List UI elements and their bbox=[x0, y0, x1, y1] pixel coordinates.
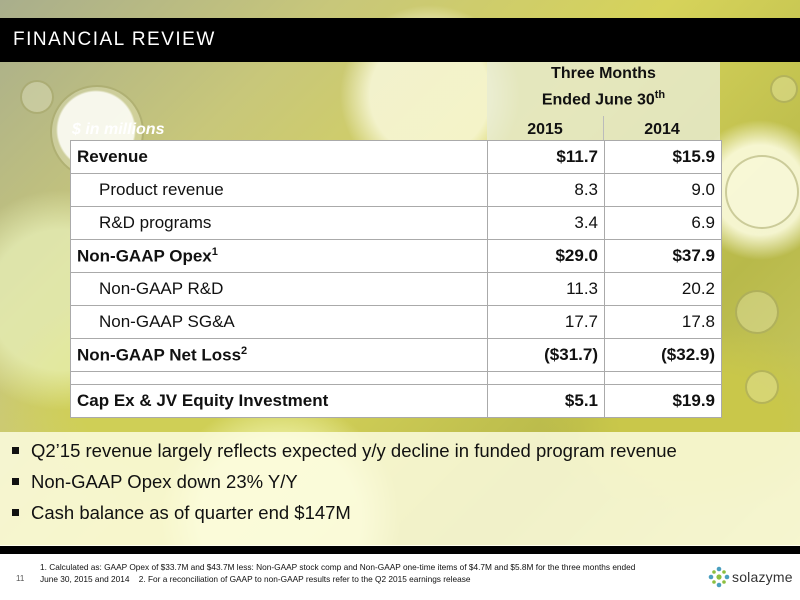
table-row: Non-GAAP SG&A 17.7 17.8 bbox=[70, 305, 722, 339]
table-row: Cap Ex & JV Equity Investment $5.1 $19.9 bbox=[70, 384, 722, 418]
value-2014: 17.8 bbox=[604, 305, 722, 339]
value-2015: 8.3 bbox=[487, 173, 605, 207]
value-2015: 3.4 bbox=[487, 206, 605, 240]
spacer-row bbox=[70, 371, 722, 385]
decorative-bubble bbox=[725, 155, 799, 229]
value-2014: ($32.9) bbox=[604, 338, 722, 372]
decorative-bubble bbox=[735, 290, 779, 334]
logo-mark-icon bbox=[708, 566, 730, 588]
table-row: Revenue $11.7 $15.9 bbox=[70, 140, 722, 174]
bullet-item: Q2’15 revenue largely reflects expected … bbox=[12, 440, 677, 462]
year-divider bbox=[603, 116, 604, 142]
table-row: R&D programs 3.4 6.9 bbox=[70, 206, 722, 240]
bullet-square-icon bbox=[12, 446, 19, 454]
row-label: Revenue bbox=[70, 140, 488, 174]
decorative-bubble bbox=[20, 80, 54, 114]
page-title: FINANCIAL REVIEW bbox=[13, 29, 216, 50]
value-2014: 9.0 bbox=[604, 173, 722, 207]
row-label: Non-GAAP SG&A bbox=[70, 305, 488, 339]
row-label: Non-GAAP R&D bbox=[70, 272, 488, 306]
footnote-line: June 30, 2015 and 2014 2. For a reconcil… bbox=[40, 574, 471, 584]
value-2014: $15.9 bbox=[604, 140, 722, 174]
footnote-line: 1. Calculated as: GAAP Opex of $33.7M an… bbox=[40, 562, 636, 572]
company-logo: solazyme bbox=[708, 566, 798, 588]
value-2015: ($31.7) bbox=[487, 338, 605, 372]
financial-table: Revenue $11.7 $15.9 Product revenue 8.3 … bbox=[70, 140, 722, 418]
period-label-line2: Ended June 30th bbox=[541, 89, 666, 109]
units-label: $ in millions bbox=[72, 121, 165, 138]
table-row: Non-GAAP Net Loss2 ($31.7) ($32.9) bbox=[70, 338, 722, 372]
table-row: Product revenue 8.3 9.0 bbox=[70, 173, 722, 207]
value-2014: 6.9 bbox=[604, 206, 722, 240]
bullet-panel: Q2’15 revenue largely reflects expected … bbox=[0, 432, 800, 546]
footer-bar bbox=[0, 546, 800, 554]
row-label: R&D programs bbox=[70, 206, 488, 240]
table-row: Non-GAAP R&D 11.3 20.2 bbox=[70, 272, 722, 306]
year-2014-header: 2014 bbox=[644, 121, 680, 138]
bullet-square-icon bbox=[12, 477, 19, 485]
period-label-line1: Three Months bbox=[551, 65, 656, 82]
logo-text: solazyme bbox=[732, 569, 793, 585]
row-label: Product revenue bbox=[70, 173, 488, 207]
value-2015: $29.0 bbox=[487, 239, 605, 273]
value-2015: $11.7 bbox=[487, 140, 605, 174]
value-2014: 20.2 bbox=[604, 272, 722, 306]
bullet-item: Cash balance as of quarter end $147M bbox=[12, 502, 351, 524]
row-label: Cap Ex & JV Equity Investment bbox=[70, 384, 488, 418]
table-row: Non-GAAP Opex1 $29.0 $37.9 bbox=[70, 239, 722, 273]
value-2014: $19.9 bbox=[604, 384, 722, 418]
bullet-square-icon bbox=[12, 508, 19, 516]
row-label: Non-GAAP Opex1 bbox=[70, 239, 488, 273]
value-2015: 11.3 bbox=[487, 272, 605, 306]
year-2015-header: 2015 bbox=[527, 121, 563, 138]
value-2015: $5.1 bbox=[487, 384, 605, 418]
header-bar: FINANCIAL REVIEW bbox=[0, 18, 800, 62]
value-2015: 17.7 bbox=[487, 305, 605, 339]
page-number: 11 bbox=[16, 574, 25, 583]
footnotes: 1. Calculated as: GAAP Opex of $33.7M an… bbox=[40, 561, 700, 585]
row-label: Non-GAAP Net Loss2 bbox=[70, 338, 488, 372]
bullet-item: Non-GAAP Opex down 23% Y/Y bbox=[12, 471, 298, 493]
value-2014: $37.9 bbox=[604, 239, 722, 273]
decorative-bubble bbox=[770, 75, 798, 103]
decorative-bubble bbox=[745, 370, 779, 404]
